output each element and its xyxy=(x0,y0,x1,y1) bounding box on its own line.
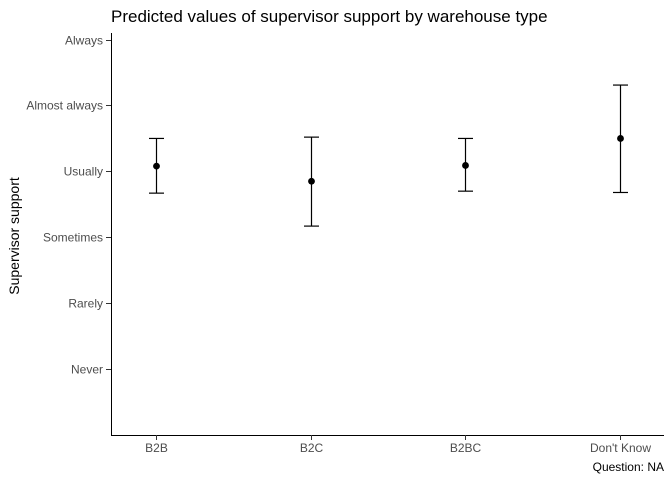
x-tick-label: B2BC xyxy=(450,441,482,455)
chart-title: Predicted values of supervisor support b… xyxy=(111,7,548,26)
y-tick-label: Almost always xyxy=(26,99,103,113)
y-tick-label: Never xyxy=(71,363,103,377)
x-tick-label: B2C xyxy=(300,441,324,455)
y-axis-label: Supervisor support xyxy=(6,177,22,295)
y-tick-label: Always xyxy=(65,34,103,48)
chart-caption: Question: NA xyxy=(593,460,664,474)
x-tick-label: Don't Know xyxy=(590,441,651,455)
data-point xyxy=(308,177,315,185)
y-tick-label: Usually xyxy=(64,165,103,179)
y-tick-label: Sometimes xyxy=(43,231,103,245)
data-point xyxy=(617,135,624,142)
y-tick-label: Rarely xyxy=(68,297,103,311)
data-point xyxy=(153,162,160,170)
x-tick-label: B2B xyxy=(145,441,168,455)
data-point xyxy=(462,162,469,169)
plot-area xyxy=(149,84,628,227)
